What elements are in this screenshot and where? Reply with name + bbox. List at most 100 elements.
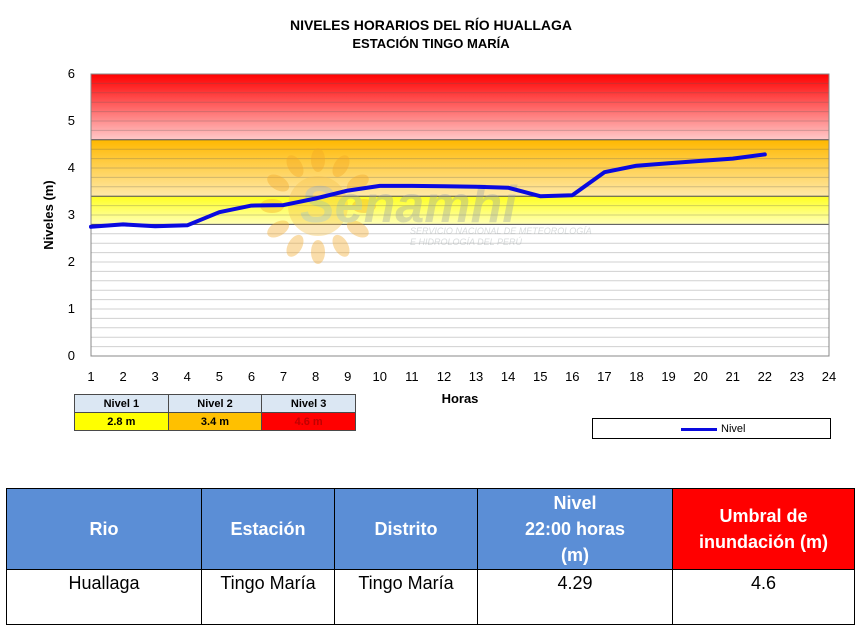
river-level-chart: NIVELES HORARIOS DEL RÍO HUALLAGA ESTACI…	[41, 17, 836, 406]
x-tick-label: 4	[184, 369, 191, 384]
sun-ray	[352, 199, 376, 213]
grid-lines	[91, 82, 829, 348]
data-point	[634, 164, 639, 168]
x-tick-label: 10	[373, 369, 387, 384]
header-umbral: Umbral de inundación (m)	[672, 488, 855, 570]
sun-ray	[286, 155, 304, 178]
data-point	[217, 210, 221, 214]
info-header-row: Rio Estación Distrito Nivel 22:00 horas …	[6, 488, 855, 570]
data-point	[185, 223, 189, 227]
x-tick-label: 13	[469, 369, 483, 384]
header-nivel-line1: Nivel	[553, 493, 597, 513]
cell-distrito: Tingo María	[334, 569, 478, 625]
header-umbral-line1: Umbral de	[719, 506, 808, 526]
table-row: Huallaga Tingo María Tingo María 4.29 4.…	[6, 569, 855, 625]
x-tick-label: 21	[726, 369, 740, 384]
sun-ray	[267, 220, 290, 238]
levels-header-row: Nivel 1 Nivel 2 Nivel 3	[74, 394, 356, 413]
y-axis-label: Niveles (m)	[41, 180, 56, 249]
y-axis-ticks: 0 1 2 3 4 5 6	[68, 66, 75, 363]
plot-border	[90, 73, 830, 357]
header-nivel-line3: (m)	[561, 545, 589, 565]
x-tick-label: 17	[597, 369, 611, 384]
threshold-band-1	[91, 196, 829, 225]
chart-subtitle: ESTACIÓN TINGO MARÍA	[352, 36, 510, 51]
x-tick-label: 1	[87, 369, 94, 384]
header-nivel-line2: 22:00 horas	[524, 519, 626, 539]
x-tick-label: 15	[533, 369, 547, 384]
data-point	[346, 188, 350, 193]
y-tick-label: 3	[68, 207, 75, 222]
data-point	[249, 204, 254, 208]
y-tick-label: 1	[68, 301, 75, 316]
legend-label: Nivel	[721, 423, 746, 435]
level-2-label: Nivel 2	[167, 394, 263, 413]
data-point	[538, 194, 542, 198]
y-tick-label: 2	[68, 254, 75, 269]
data-point	[763, 152, 767, 156]
cell-nivel: 4.29	[477, 569, 673, 625]
x-tick-label: 14	[501, 369, 515, 384]
data-point	[699, 159, 703, 163]
chart-legend: Nivel	[592, 418, 831, 439]
level-3-value: 4.6 m	[261, 412, 356, 431]
level-1-value: 2.8 m	[74, 412, 169, 431]
x-axis-label: Horas	[442, 391, 479, 406]
alert-levels-table: Nivel 1 Nivel 2 Nivel 3 2.8 m 3.4 m 4.6 …	[74, 394, 356, 431]
watermark-tagline-1: SERVICIO NACIONAL DE METEOROLOGÍA	[410, 226, 592, 236]
y-tick-label: 5	[68, 113, 75, 128]
x-tick-label: 19	[661, 369, 675, 384]
sun-ray	[311, 240, 325, 264]
series-line-nivel	[89, 152, 767, 229]
x-tick-label: 22	[758, 369, 772, 384]
x-tick-label: 11	[405, 369, 419, 384]
data-point	[666, 161, 671, 165]
level-2-value: 3.4 m	[167, 412, 263, 431]
x-tick-label: 9	[344, 369, 351, 384]
data-point	[570, 193, 574, 197]
header-nivel: Nivel 22:00 horas (m)	[477, 488, 673, 570]
x-tick-label: 20	[693, 369, 707, 384]
sun-ray	[311, 148, 325, 172]
y-tick-label: 4	[68, 160, 75, 175]
threshold-bands	[91, 74, 829, 225]
data-point	[153, 224, 157, 228]
data-point	[442, 184, 446, 188]
x-tick-label: 2	[119, 369, 126, 384]
sun-ray	[286, 234, 304, 257]
x-axis-ticks: 1 2 3 4 5 6 7 8 9 10 11 12 13 14 15 16 17 18 19 20 21 22 23 24	[87, 369, 836, 384]
x-tick-label: 18	[629, 369, 643, 384]
levels-value-row: 2.8 m 3.4 m 4.6 m	[74, 412, 356, 431]
x-tick-label: 16	[565, 369, 579, 384]
x-tick-label: 8	[312, 369, 319, 384]
station-info-table: Rio Estación Distrito Nivel 22:00 horas …	[6, 488, 855, 625]
data-point	[731, 157, 735, 161]
level-3-label: Nivel 3	[261, 394, 356, 413]
x-tick-label: 12	[437, 369, 451, 384]
legend-line-swatch	[681, 428, 717, 431]
data-point	[378, 184, 382, 188]
cell-umbral: 4.6	[672, 569, 855, 625]
sun-ray	[346, 220, 369, 238]
data-point	[602, 170, 606, 174]
cell-rio: Huallaga	[6, 569, 202, 625]
data-point	[506, 186, 510, 190]
header-umbral-line2: inundación (m)	[699, 532, 828, 552]
x-tick-label: 24	[822, 369, 836, 384]
watermark-tagline-2: E HIDROLOGÍA DEL PERÚ	[410, 237, 523, 247]
sun-ray	[332, 155, 350, 178]
data-point	[474, 185, 478, 189]
x-tick-label: 5	[216, 369, 223, 384]
threshold-band-3	[91, 74, 829, 140]
sun-ray	[332, 234, 350, 257]
x-tick-label: 6	[248, 369, 255, 384]
chart-title: NIVELES HORARIOS DEL RÍO HUALLAGA	[290, 17, 572, 33]
y-tick-label: 0	[68, 348, 75, 363]
data-point	[121, 222, 125, 226]
header-distrito: Distrito	[334, 488, 478, 570]
header-estacion: Estación	[201, 488, 335, 570]
x-tick-label: 7	[280, 369, 287, 384]
sun-ray	[267, 174, 290, 192]
y-tick-label: 6	[68, 66, 75, 81]
x-tick-label: 3	[152, 369, 159, 384]
